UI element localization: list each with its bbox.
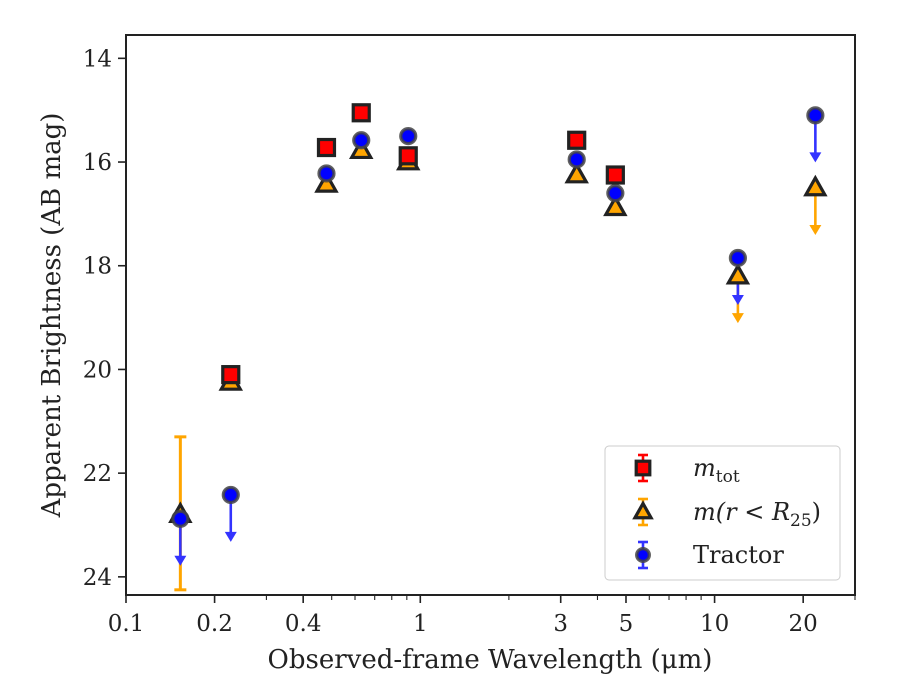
- data-point-circle: [728, 248, 747, 268]
- data-point-square: [316, 137, 337, 158]
- legend: mtot m(r < R25) Tractor: [604, 445, 841, 581]
- y-tick-label: 20: [83, 357, 112, 383]
- legend-label: m(r < R25): [693, 498, 821, 531]
- data-point-square: [398, 146, 418, 166]
- y-tick-label: 24: [83, 565, 112, 591]
- x-tick-label: 0.2: [196, 611, 233, 637]
- data-point-circle: [606, 184, 625, 203]
- data-point-circle: [221, 485, 240, 505]
- data-point-square: [351, 103, 371, 123]
- legend-label: mtot: [693, 454, 740, 487]
- data-point-circle: [317, 164, 336, 183]
- data-point-triangle: [314, 171, 339, 193]
- x-tick-label: 20: [789, 611, 818, 637]
- y-tick-label: 18: [83, 254, 112, 280]
- legend-entry: mtot: [634, 453, 740, 487]
- marker-layer: [168, 103, 828, 528]
- legend-entry: Tractor: [635, 540, 784, 570]
- legend-box: [604, 445, 841, 581]
- data-point-triangle: [803, 174, 828, 197]
- legend-label: Tractor: [693, 541, 784, 569]
- legend-marker-triangle: [632, 500, 654, 520]
- data-point-square: [605, 165, 625, 185]
- x-tick-label: 0.4: [285, 611, 322, 637]
- data-point-circle: [171, 509, 190, 528]
- x-tick-label: 5: [619, 611, 634, 637]
- x-tick-label: 10: [700, 611, 729, 637]
- data-point-triangle: [564, 161, 589, 184]
- plot-frame: [125, 34, 856, 596]
- data-point-circle: [567, 150, 586, 169]
- y-tick-label: 22: [83, 461, 112, 487]
- data-point-circle: [806, 106, 825, 125]
- data-point-square: [221, 365, 241, 385]
- data-point-square: [567, 130, 587, 150]
- x-tick-label: 3: [553, 611, 568, 637]
- data-point-triangle: [603, 194, 628, 217]
- x-axis-label: Observed-frame Wavelength (μm): [268, 645, 713, 675]
- y-tick-label: 16: [83, 150, 112, 176]
- data-point-triangle: [725, 262, 751, 285]
- data-point-circle: [352, 131, 371, 150]
- axes-layer: 0.1 0.2 0.4 1 3 5 10 20 14 16 18 20 22 24: [83, 46, 856, 637]
- legend-marker-circle: [635, 547, 651, 563]
- y-axis-label: Apparent Brightness (AB mag): [37, 113, 67, 519]
- y-tick-label: 14: [83, 46, 112, 72]
- x-tick-label: 0.1: [108, 611, 145, 637]
- data-point-circle: [399, 127, 418, 146]
- legend-entry: m(r < R25): [632, 497, 821, 531]
- x-tick-label: 1: [413, 611, 428, 637]
- legend-marker-square: [634, 459, 652, 477]
